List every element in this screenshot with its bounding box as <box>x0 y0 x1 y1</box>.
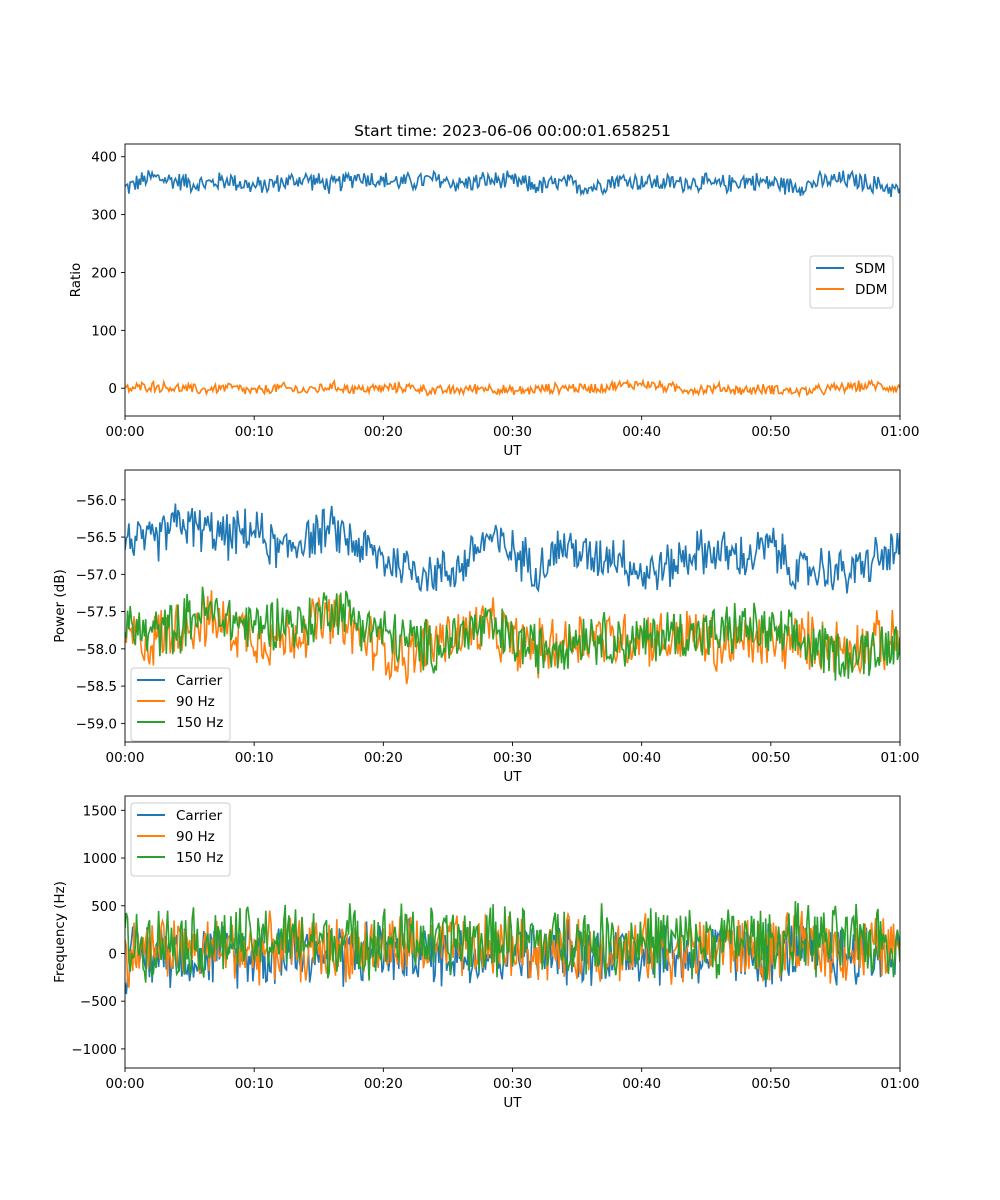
series-line-90-hz <box>125 590 900 685</box>
x-tick-label: 00:00 <box>106 750 145 766</box>
x-tick-label: 00:10 <box>235 424 274 440</box>
series-line-150-hz <box>125 586 900 681</box>
figure-title: Start time: 2023-06-06 00:00:01.658251 <box>354 122 671 140</box>
y-tick-label: 1000 <box>83 851 117 867</box>
y-tick-label: 0 <box>108 946 117 962</box>
x-tick-label: 00:20 <box>364 1076 403 1092</box>
y-tick-label: −56.5 <box>76 530 117 546</box>
x-axis-label: UT <box>503 769 522 785</box>
x-tick-label: 00:10 <box>235 1076 274 1092</box>
y-tick-label: 0 <box>108 381 117 397</box>
panels: 00:00 00:10 00:20 00:30 00:40 00:50 01:00 UT 0 10… <box>52 143 920 1111</box>
legend-label: DDM <box>855 282 887 298</box>
y-tick-label: 300 <box>91 208 117 224</box>
y-tick-label: 100 <box>91 323 117 339</box>
series-line-150-hz <box>125 901 900 983</box>
legend-label: SDM <box>855 261 886 277</box>
x-tick-label: 00:40 <box>622 750 661 766</box>
panel-3: 00:00 00:10 00:20 00:30 00:40 00:50 01:00 UT −10… <box>52 795 920 1111</box>
x-tick-label: 00:40 <box>622 1076 661 1092</box>
y-tick-label: −58.5 <box>76 679 117 695</box>
series-line-carrier <box>125 503 900 594</box>
series-line-sdm <box>125 169 900 198</box>
legend-label: 150 Hz <box>176 715 223 731</box>
x-tick-label: 01:00 <box>881 750 920 766</box>
y-tick-label: −57.5 <box>76 605 117 621</box>
y-tick-label: 1500 <box>83 803 117 819</box>
y-tick-label: −58.0 <box>76 642 117 658</box>
y-axis-label: Ratio <box>68 263 84 298</box>
x-tick-label: 00:20 <box>364 750 403 766</box>
x-tick-label: 00:50 <box>751 750 790 766</box>
legend: Carrier 90 Hz 150 Hz <box>130 802 231 877</box>
x-tick-label: 00:50 <box>751 1076 790 1092</box>
x-tick-label: 01:00 <box>881 424 920 440</box>
x-axis-label: UT <box>503 1095 522 1111</box>
x-tick-label: 00:30 <box>493 750 532 766</box>
x-tick-label: 00:30 <box>493 424 532 440</box>
legend-label: Carrier <box>176 808 223 824</box>
x-tick-label: 00:30 <box>493 1076 532 1092</box>
legend: SDM DDM <box>809 255 894 309</box>
panel-2: 00:00 00:10 00:20 00:30 00:40 00:50 01:00 UT −56… <box>52 469 920 785</box>
y-tick-label: −57.0 <box>76 567 117 583</box>
legend-label: 90 Hz <box>176 694 215 710</box>
x-tick-label: 00:00 <box>106 1076 145 1092</box>
legend-label: 90 Hz <box>176 829 215 845</box>
y-tick-label: −1000 <box>71 1042 117 1058</box>
x-tick-label: 00:20 <box>364 424 403 440</box>
x-tick-label: 00:40 <box>622 424 661 440</box>
legend: Carrier 90 Hz 150 Hz <box>130 667 231 742</box>
x-tick-label: 01:00 <box>881 1076 920 1092</box>
y-tick-label: −56.0 <box>76 493 117 509</box>
y-tick-label: −59.0 <box>76 716 117 732</box>
y-axis-label: Frequency (Hz) <box>52 881 68 983</box>
x-tick-label: 00:00 <box>106 424 145 440</box>
series-line-ddm <box>125 378 900 399</box>
legend-label: 150 Hz <box>176 850 223 866</box>
x-tick-label: 00:10 <box>235 750 274 766</box>
y-tick-label: −500 <box>80 994 117 1010</box>
y-tick-label: 400 <box>91 150 117 166</box>
y-axis-label: Power (dB) <box>52 569 68 642</box>
panel-1: 00:00 00:10 00:20 00:30 00:40 00:50 01:00 UT 0 10… <box>68 143 920 459</box>
y-tick-label: 500 <box>91 899 117 915</box>
x-tick-label: 00:50 <box>751 424 790 440</box>
x-axis-label: UT <box>503 443 522 459</box>
legend-label: Carrier <box>176 673 223 689</box>
y-tick-label: 200 <box>91 265 117 281</box>
